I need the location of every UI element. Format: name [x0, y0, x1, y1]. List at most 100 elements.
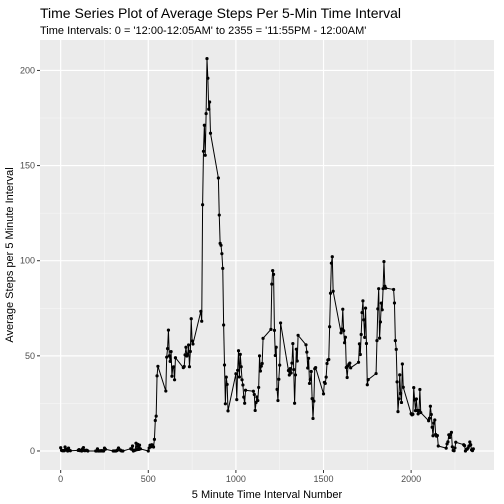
- grid-minor: [40, 40, 494, 470]
- data-point: [305, 350, 309, 354]
- data-point: [153, 418, 157, 423]
- data-point: [330, 255, 334, 259]
- data-point: [201, 149, 206, 153]
- data-point: [323, 381, 327, 386]
- data-point: [272, 328, 277, 332]
- data-point: [226, 409, 230, 413]
- data-point: [342, 329, 346, 333]
- data-point: [471, 447, 475, 451]
- data-point: [184, 345, 188, 349]
- data-point: [419, 410, 423, 415]
- data-point: [294, 347, 298, 351]
- data-point: [274, 345, 278, 349]
- y-tick-label: 50: [25, 351, 35, 361]
- data-point: [182, 364, 186, 369]
- y-tick-label: 150: [20, 161, 35, 171]
- data-point: [304, 343, 308, 347]
- data-point: [329, 261, 333, 265]
- data-point: [361, 299, 365, 303]
- data-point: [277, 377, 281, 381]
- data-point: [314, 366, 318, 370]
- data-point: [165, 347, 170, 351]
- y-tick-label: 200: [20, 65, 35, 75]
- data-point: [401, 385, 405, 389]
- data-point: [395, 380, 399, 384]
- data-point: [253, 408, 257, 413]
- data-point: [324, 375, 328, 379]
- data-point: [417, 408, 421, 413]
- data-point: [167, 354, 171, 358]
- data-point: [238, 352, 242, 356]
- data-point: [290, 361, 294, 365]
- data-point: [363, 335, 367, 339]
- data-point: [309, 369, 313, 374]
- data-point: [414, 397, 418, 401]
- data-point: [257, 385, 261, 390]
- data-point: [207, 107, 211, 111]
- data-point: [328, 325, 332, 329]
- data-point: [269, 327, 273, 331]
- data-point: [258, 369, 263, 373]
- data-point: [151, 445, 156, 449]
- data-point: [152, 437, 157, 441]
- data-point: [453, 446, 457, 450]
- data-point: [462, 444, 467, 448]
- x-tick-label: 0: [58, 474, 63, 484]
- data-point: [397, 397, 401, 401]
- data-point: [239, 365, 243, 369]
- data-point: [138, 447, 142, 451]
- data-point: [399, 400, 404, 405]
- chart-subtitle: Time Intervals: 0 = '12:00-12:05AM' to 2…: [40, 25, 367, 37]
- x-tick-label: 1000: [226, 474, 246, 484]
- data-point: [308, 378, 312, 382]
- data-point: [188, 349, 192, 354]
- data-point: [225, 382, 229, 387]
- data-point: [360, 311, 364, 315]
- data-point: [63, 445, 67, 449]
- data-point: [431, 434, 435, 438]
- x-tick-label: 500: [141, 474, 156, 484]
- data-point: [206, 76, 210, 80]
- data-point: [203, 153, 207, 157]
- data-point: [291, 342, 295, 346]
- data-point: [186, 352, 190, 356]
- data-point: [216, 176, 220, 180]
- data-point: [310, 397, 314, 401]
- data-point: [236, 349, 241, 353]
- y-axis-title: Average Steps per 5 Minute Interval: [4, 167, 16, 342]
- data-point: [348, 361, 352, 365]
- data-point: [276, 398, 280, 403]
- data-point: [435, 433, 439, 438]
- data-point: [260, 361, 264, 366]
- data-point: [449, 430, 454, 434]
- data-point: [377, 336, 382, 340]
- data-point: [130, 444, 135, 448]
- data-point: [289, 371, 293, 375]
- data-point: [146, 449, 150, 453]
- data-point: [278, 363, 282, 367]
- data-point: [307, 381, 312, 386]
- data-point: [59, 446, 63, 450]
- data-point: [243, 401, 247, 405]
- data-point: [448, 435, 452, 440]
- chart-title: Time Series Plot of Average Steps Per 5-…: [40, 5, 402, 21]
- data-point: [189, 317, 193, 321]
- data-point: [400, 362, 404, 366]
- data-point: [398, 373, 402, 377]
- data-point: [325, 361, 329, 366]
- data-point: [293, 401, 297, 405]
- data-point: [365, 383, 369, 387]
- data-point: [429, 412, 433, 417]
- data-point: [328, 291, 333, 295]
- y-tick-label: 0: [30, 446, 35, 456]
- data-point: [375, 339, 379, 343]
- data-point: [446, 440, 450, 444]
- data-point: [223, 402, 227, 406]
- data-point: [172, 378, 177, 382]
- data-point: [273, 353, 277, 358]
- data-point: [172, 365, 176, 369]
- data-point: [173, 356, 178, 360]
- data-point: [468, 440, 472, 444]
- data-point: [220, 252, 224, 256]
